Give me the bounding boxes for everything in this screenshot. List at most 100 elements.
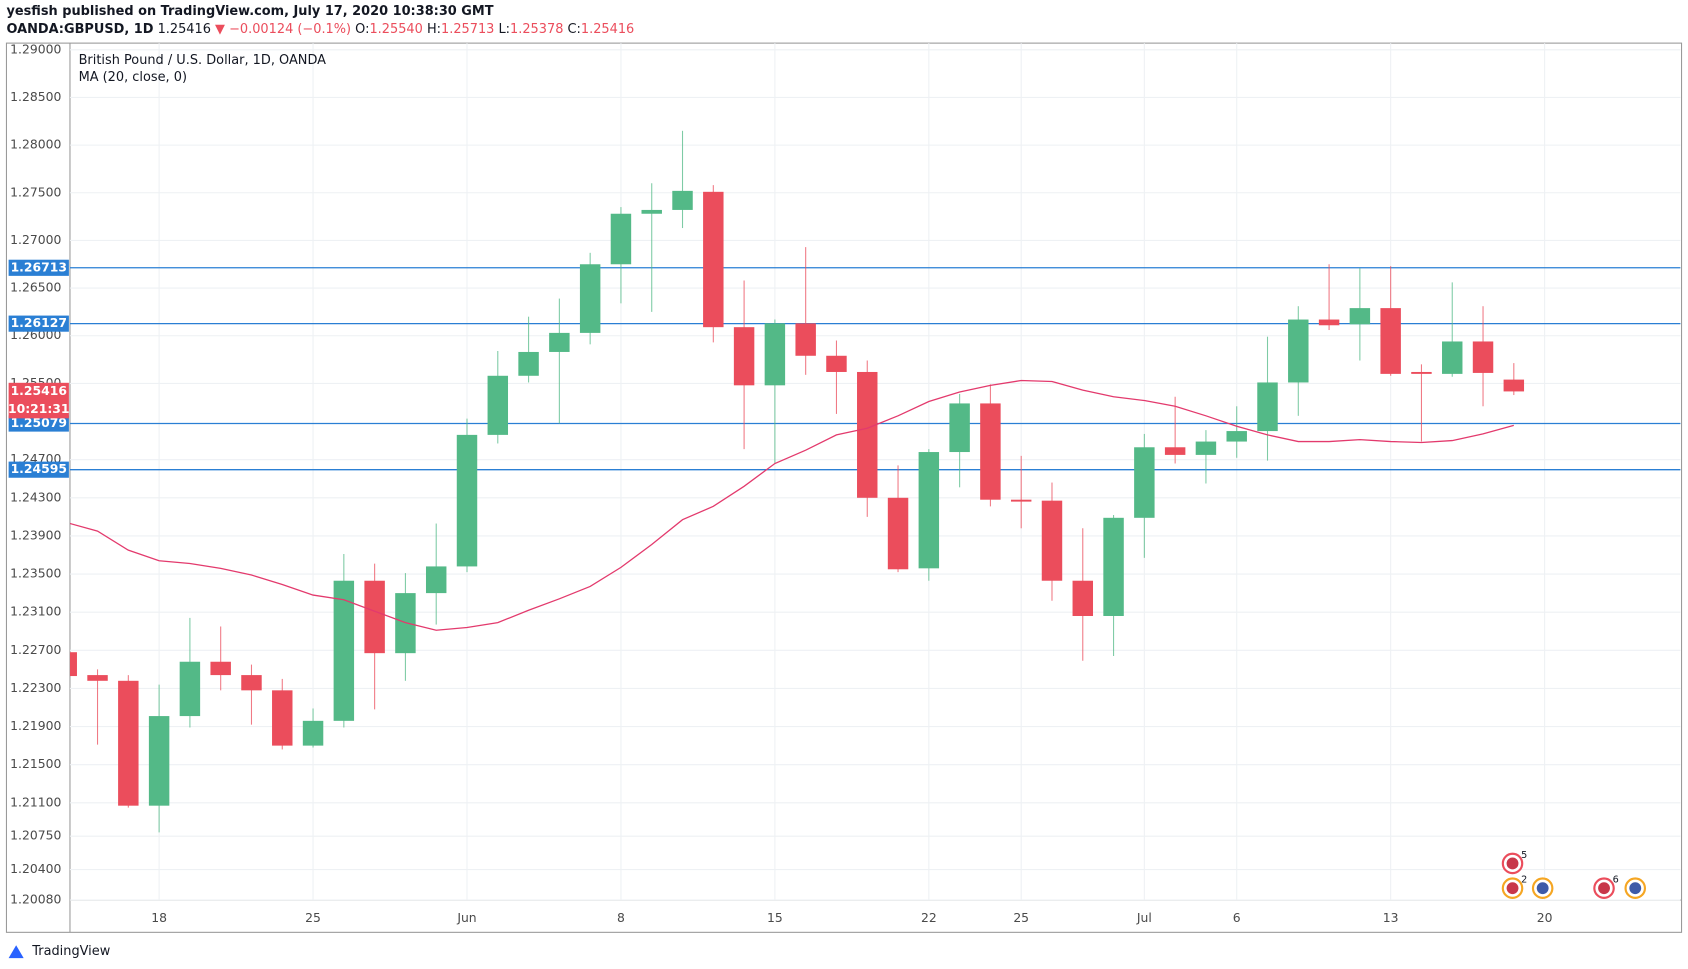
- y-tick-label: 1.29000: [10, 42, 61, 56]
- symbol: OANDA:GBPUSD, 1D: [6, 22, 153, 37]
- ohlc-value: 1.25416: [581, 22, 634, 37]
- candle-body: [610, 213, 632, 265]
- event-flag: [1629, 882, 1642, 895]
- ohlc-value: 1.25713: [441, 22, 494, 37]
- candle-body: [1226, 431, 1247, 442]
- chart-frame: [5, 42, 1683, 933]
- candle-body: [826, 355, 847, 372]
- tradingview-logo: TradingView: [8, 944, 111, 959]
- x-tick-label: 8: [617, 911, 625, 925]
- x-tick-label: 20: [1537, 911, 1553, 925]
- ma-legend: MA (20, close, 0): [79, 70, 187, 85]
- candle-body: [857, 371, 878, 498]
- candle-body: [1380, 308, 1401, 374]
- candle-body: [487, 375, 509, 435]
- candle-body: [425, 566, 447, 594]
- candle-body: [1503, 379, 1525, 392]
- y-tick-label: 1.23100: [10, 605, 61, 619]
- candle-body: [733, 327, 755, 386]
- candle-body: [302, 720, 324, 746]
- y-tick-label: 1.23900: [10, 528, 61, 542]
- event-count: 6: [1613, 875, 1619, 886]
- candle-body: [1103, 517, 1124, 616]
- candle-body: [672, 190, 693, 210]
- candle-body: [549, 332, 570, 352]
- ohlc-key: C:: [568, 22, 581, 37]
- candle-body: [795, 323, 816, 356]
- y-tick-label: 1.24300: [10, 490, 61, 504]
- candle-body: [887, 497, 909, 570]
- candle-body: [1288, 319, 1309, 383]
- ma-line: [69, 379, 1514, 631]
- price-line-label: 1.25079: [11, 416, 67, 430]
- y-tick-label: 1.27500: [10, 185, 61, 199]
- y-tick-label: 1.21100: [10, 795, 61, 809]
- countdown: 10:21:31: [8, 402, 70, 416]
- price-line-badge: [8, 461, 69, 478]
- candle-body: [272, 690, 293, 746]
- ohlc-value: 1.25378: [510, 22, 563, 37]
- grid: [69, 43, 1681, 901]
- candle-body: [980, 403, 1001, 500]
- candle-body: [1349, 308, 1371, 325]
- candle-body: [1411, 371, 1432, 374]
- plot-area: [69, 130, 1681, 833]
- candle-body: [1010, 499, 1032, 502]
- candle-body: [87, 675, 108, 681]
- candle-body: [703, 191, 724, 328]
- brand: TradingView: [31, 944, 110, 959]
- publisher-text: yesfish published on TradingView.com, Ju…: [6, 3, 493, 18]
- change: −0.00124 (−0.1%): [229, 22, 351, 37]
- event-flag: [1598, 882, 1610, 895]
- y-tick-label: 1.23500: [10, 567, 61, 581]
- y-tick-label: 1.28500: [10, 90, 61, 104]
- y-tick-label: 1.20080: [10, 893, 61, 907]
- candle-body: [1318, 319, 1340, 326]
- x-tick-label: Jun: [456, 911, 476, 925]
- x-tick-label: 6: [1233, 911, 1241, 925]
- publisher: yesfish published on TradingView.com, Ju…: [6, 3, 493, 18]
- candle-body: [1442, 341, 1463, 374]
- candle-body: [1072, 580, 1094, 616]
- candle-body: [69, 652, 77, 677]
- x-tick-label: 25: [1013, 911, 1029, 925]
- price-line-badge: [8, 315, 69, 332]
- x-tick-label: 18: [151, 911, 167, 925]
- y-tick-label: 1.20400: [10, 862, 61, 876]
- candle-body: [1257, 382, 1278, 432]
- price-line-label: 1.26713: [11, 260, 67, 274]
- event-count: 5: [1521, 850, 1527, 861]
- event-flag: [1536, 882, 1549, 895]
- ohlc-key: O:: [355, 22, 369, 37]
- ohlc-key: L:: [498, 22, 510, 37]
- candle-body: [210, 661, 231, 676]
- price-line-badge: [8, 259, 69, 276]
- y-tick-label: 1.28000: [10, 138, 61, 152]
- candle-body: [579, 264, 601, 333]
- candle-body: [333, 580, 355, 721]
- price-line-label: 1.24595: [11, 462, 67, 476]
- y-tick-label: 1.22700: [10, 643, 61, 657]
- candle-body: [456, 434, 478, 567]
- candle-body: [764, 323, 786, 386]
- symbol-line: OANDA:GBPUSD, 1D 1.25416 ▼ −0.00124 (−0.…: [6, 22, 634, 37]
- price-line-label: 1.26127: [11, 316, 67, 330]
- x-tick-label: 13: [1383, 911, 1399, 925]
- candle-body: [118, 680, 139, 806]
- candle-body: [918, 452, 940, 569]
- x-tick-label: 22: [921, 911, 937, 925]
- y-tick-label: 1.22300: [10, 681, 61, 695]
- candle-body: [1134, 447, 1155, 518]
- last: 1.25416: [158, 22, 211, 37]
- ohlc-key: H:: [427, 22, 441, 37]
- event-count: 2: [1521, 875, 1527, 886]
- price-line-badge: [8, 415, 69, 432]
- candle-body: [518, 351, 539, 376]
- last-price-label: 1.25416: [11, 384, 67, 398]
- candle-body: [241, 675, 262, 691]
- candle-body: [949, 403, 970, 453]
- x-tick-label: 15: [767, 911, 783, 925]
- event-flag: [1506, 857, 1519, 870]
- event-flag: [1506, 882, 1519, 895]
